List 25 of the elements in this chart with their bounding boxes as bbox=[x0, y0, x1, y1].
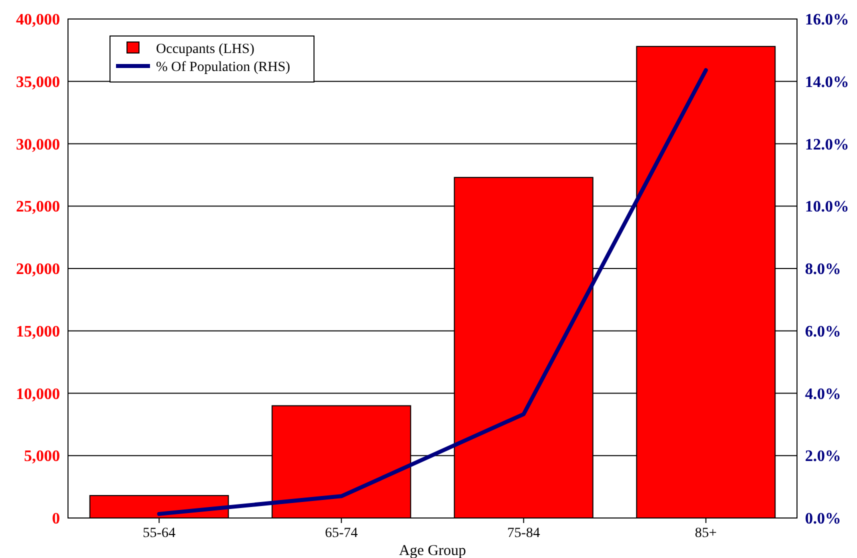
y2-tick-label: 6.0% bbox=[805, 323, 841, 340]
legend-label: % Of Population (RHS) bbox=[156, 60, 290, 75]
y2-tick-label: 16.0% bbox=[805, 12, 849, 29]
y-tick-label: 0 bbox=[52, 510, 60, 528]
y2-tick-label: 12.0% bbox=[805, 136, 849, 154]
y2-tick-label: 4.0% bbox=[805, 386, 841, 403]
y2-tick-label: 8.0% bbox=[805, 261, 841, 278]
y-tick-label: 5,000 bbox=[24, 448, 60, 466]
y-tick-label: 10,000 bbox=[16, 386, 60, 403]
x-tick-label: 75-84 bbox=[507, 526, 540, 541]
x-axis-title: Age Group bbox=[398, 543, 466, 558]
y-tick-label: 35,000 bbox=[16, 74, 60, 91]
y-tick-label: 40,000 bbox=[16, 12, 60, 29]
legend-label: Occupants (LHS) bbox=[156, 42, 255, 57]
y-tick-label: 20,000 bbox=[16, 261, 60, 278]
y2-tick-label: 10.0% bbox=[805, 198, 849, 216]
x-tick-label: 65-74 bbox=[325, 526, 358, 541]
y2-tick-label: 14.0% bbox=[805, 74, 849, 91]
x-tick-label: 85+ bbox=[694, 526, 717, 541]
y-tick-label: 25,000 bbox=[16, 198, 60, 216]
y2-tick-label: 2.0% bbox=[805, 448, 841, 466]
x-tick-label: 55-64 bbox=[142, 526, 176, 541]
y2-tick-label: 0.0% bbox=[805, 510, 841, 528]
y-tick-label: 15,000 bbox=[16, 323, 60, 340]
y-tick-label: 30,000 bbox=[16, 136, 60, 154]
